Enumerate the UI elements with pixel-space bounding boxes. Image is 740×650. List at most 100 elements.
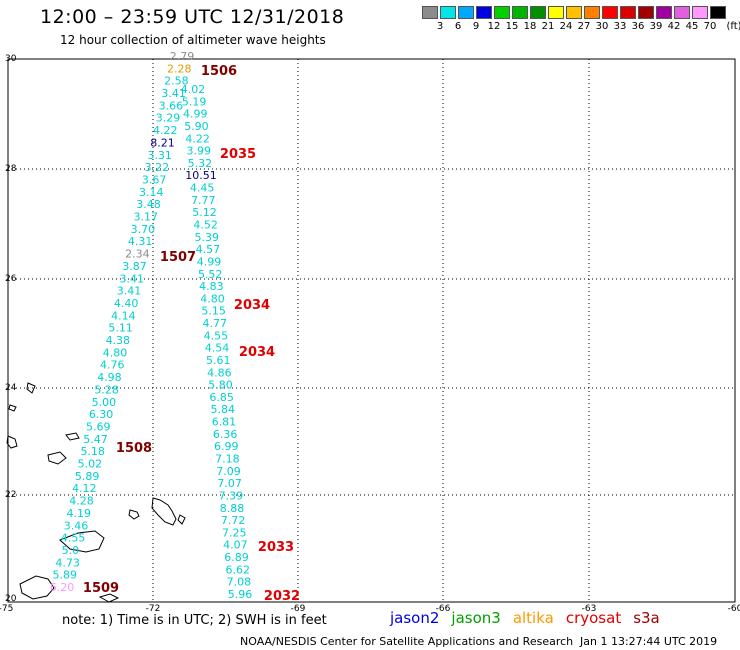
legend-swatch — [566, 6, 582, 19]
legend-label: 21 — [541, 21, 555, 32]
credit-text: NOAA/NESDIS Center for Satellite Applica… — [240, 635, 574, 648]
legend-swatch — [530, 6, 546, 19]
wave-height-label: 6.89 — [224, 551, 249, 564]
wave-height-label: 5.69 — [86, 420, 111, 433]
coastline — [8, 404, 17, 412]
legend-swatch — [494, 6, 510, 19]
pass-time-label: 2034 — [239, 345, 275, 360]
satellite-legend: jason2 jason3 altika cryosat s3a — [390, 609, 672, 627]
wave-height-label: 4.83 — [199, 280, 224, 293]
wave-height-label: 4.73 — [55, 556, 80, 569]
wave-height-label: 5.39 — [195, 231, 220, 244]
satellite-name: cryosat — [565, 609, 622, 627]
legend-unit: (ft) — [726, 21, 740, 32]
legend-swatch — [584, 6, 600, 19]
wave-height-label: 3.67 — [142, 173, 167, 186]
pass-time-label: 1509 — [83, 581, 119, 596]
legend-swatch — [422, 6, 438, 19]
wave-height-label: 7.18 — [215, 453, 240, 466]
wave-height-label: 3.70 — [131, 223, 156, 236]
wave-height-label: 5.19 — [182, 95, 207, 108]
pass-time-label: 2032 — [264, 589, 300, 604]
lon-label: -72 — [146, 604, 161, 614]
wave-height-label: 4.14 — [111, 309, 136, 322]
wave-height-label: 8.88 — [220, 502, 245, 515]
wave-height-label: 4.02 — [181, 83, 206, 96]
wave-height-label: 5.15 — [201, 305, 226, 318]
legend-label: 15 — [505, 21, 519, 32]
wave-height-label: 3.31 — [147, 149, 172, 162]
lat-label: 28 — [5, 164, 17, 174]
lon-label: -75 — [0, 604, 13, 614]
wave-height-label: 7.72 — [221, 514, 246, 527]
wave-height-label: 5.0 — [62, 544, 80, 557]
legend-label: 6 — [454, 21, 462, 32]
legend-swatch — [548, 6, 564, 19]
wave-height-label: 7.25 — [222, 526, 247, 539]
satellite-name: jason2 — [390, 609, 440, 627]
legend-label: 9 — [472, 21, 480, 32]
wave-height-label: 4.19 — [66, 507, 91, 520]
legend-swatch — [638, 6, 654, 19]
wave-height-label: 7.39 — [219, 489, 244, 502]
legend-label: 70 — [703, 21, 717, 32]
wave-height-label: 3.29 — [156, 112, 181, 125]
wave-height-label: 3.41 — [120, 272, 145, 285]
map-title: 12:00 – 23:59 UTC 12/31/2018 — [40, 6, 345, 28]
pass-time-label: 2035 — [220, 147, 256, 162]
coastline — [26, 382, 36, 394]
legend-label: 42 — [667, 21, 681, 32]
wave-height-label: 3.99 — [186, 145, 211, 158]
wave-height-label: 6.85 — [209, 391, 234, 404]
lat-label: 20 — [5, 594, 17, 604]
wave-height-label: 5.11 — [108, 322, 133, 335]
wave-height-label: 3.41 — [161, 87, 186, 100]
wave-height-label: 4.40 — [114, 297, 139, 310]
wave-height-label: 10.51 — [185, 169, 217, 182]
wave-height-label: 8.21 — [150, 136, 175, 149]
wave-height-label: 4.54 — [205, 342, 230, 355]
wave-height-label: 4.07 — [223, 539, 248, 552]
wave-height-label: 6.20 — [50, 581, 75, 594]
wave-height-label: 5.84 — [211, 403, 236, 416]
legend-label: 36 — [631, 21, 645, 32]
legend-swatch — [620, 6, 636, 19]
wave-height-label: 4.80 — [200, 292, 225, 305]
wave-height-label: 4.99 — [183, 108, 208, 121]
coastline — [65, 432, 80, 441]
color-legend — [422, 6, 728, 19]
legend-swatch — [710, 6, 726, 19]
wave-height-label: 4.80 — [103, 346, 128, 359]
wave-height-label: 4.55 — [61, 532, 86, 545]
legend-label: 27 — [577, 21, 591, 32]
wave-height-label: 4.86 — [207, 366, 232, 379]
wave-height-label: 3.17 — [133, 211, 158, 224]
footer-note: note: 1) Time is in UTC; 2) SWH is in fe… — [62, 613, 327, 628]
wave-height-label: 4.22 — [185, 132, 210, 145]
coastline — [151, 497, 177, 526]
legend-label: 45 — [685, 21, 699, 32]
legend-label: 18 — [523, 21, 537, 32]
wave-height-label: 3.87 — [122, 260, 147, 273]
wave-height-label: 5.02 — [78, 458, 103, 471]
wave-height-label: 5.47 — [83, 433, 108, 446]
coastline — [128, 509, 140, 520]
legend-label: 30 — [595, 21, 609, 32]
legend-swatch — [440, 6, 456, 19]
lon-label: -69 — [291, 604, 306, 614]
wave-height-label: 5.32 — [188, 157, 213, 170]
wave-height-label: 3.48 — [136, 198, 161, 211]
wave-height-label: 4.57 — [196, 243, 221, 256]
lon-label: -63 — [582, 604, 597, 614]
wave-height-label: 2.58 — [164, 75, 189, 88]
wave-height-label: 7.09 — [216, 465, 241, 478]
wave-height-label: 5.28 — [94, 383, 119, 396]
lat-label: 22 — [5, 490, 16, 500]
lat-label: 26 — [5, 274, 17, 284]
wave-height-label: 3.46 — [64, 519, 89, 532]
satellite-name: s3a — [633, 609, 660, 627]
wave-height-label: 5.90 — [184, 120, 209, 133]
wave-height-label: 3.66 — [159, 99, 184, 112]
wave-height-label: 2.28 — [167, 62, 192, 75]
wave-height-label: 4.77 — [203, 317, 228, 330]
